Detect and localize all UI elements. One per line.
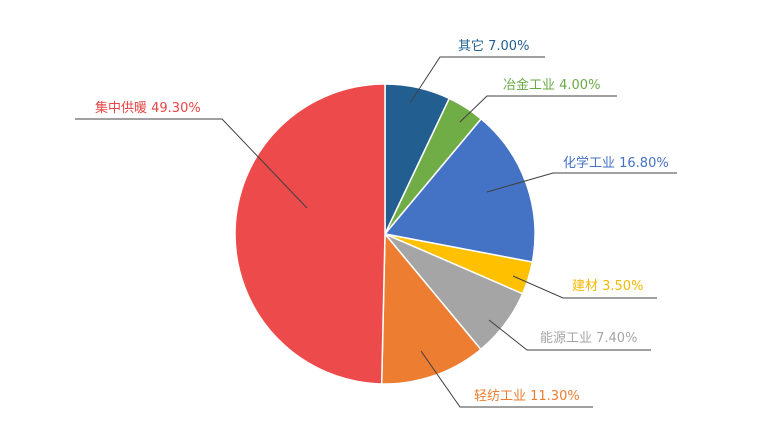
leader-line-4 [512,275,657,299]
data-label-2: 冶金工业 4.00% [503,77,600,93]
leader-line-7 [75,118,308,209]
leader-line-5 [488,319,651,351]
pie-slice-3 [383,117,536,263]
leader-line-2 [459,95,617,123]
data-label-3: 化学工业 16.80% [563,155,669,171]
data-label-6: 轻纺工业 11.30% [474,389,580,404]
pie-slice-7 [234,83,386,385]
data-label-1: 其它 7.00% [458,38,529,54]
data-label-7: 集中供暖 49.30% [95,100,201,116]
leader-line-6 [420,350,593,408]
data-label-5: 能源工业 7.40% [540,331,637,346]
leader-line-1 [409,56,545,104]
pie-slice-6 [380,231,482,385]
leader-line-3 [486,172,677,193]
data-label-4: 建材 3.50% [572,279,643,294]
